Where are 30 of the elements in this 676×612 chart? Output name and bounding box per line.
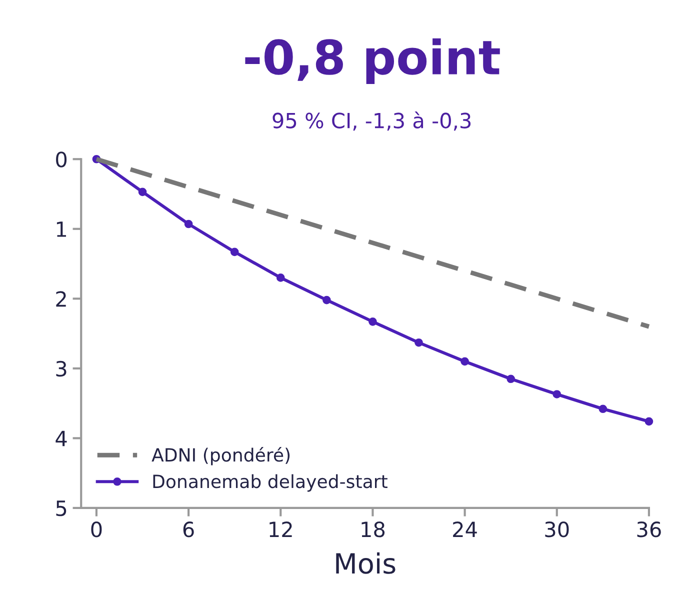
point — [276, 274, 285, 282]
y-tick-label: 5 — [56, 500, 66, 516]
legend-label: Donanemab delayed-start — [153, 474, 388, 492]
x-tick-label: 30 — [545, 522, 569, 538]
y-tick-label: 0 — [56, 152, 67, 168]
x-tick-label: 36 — [637, 522, 661, 538]
x-tick-label: 0 — [91, 522, 102, 538]
point — [230, 248, 239, 256]
point — [598, 404, 608, 414]
y-tick-label: 1 — [56, 222, 66, 237]
y-tick-label: 2 — [56, 291, 66, 307]
point — [460, 357, 469, 366]
point — [138, 188, 147, 196]
x-tick-label: 18 — [362, 522, 385, 538]
x-axis-title: Mois — [336, 552, 396, 574]
point — [414, 338, 423, 347]
y-tick-label: 3 — [56, 360, 66, 377]
x-tick-label: 12 — [270, 522, 292, 537]
point — [184, 220, 193, 228]
x-tick-label: 6 — [183, 522, 194, 538]
point — [552, 390, 562, 398]
legend-label: ADNI (pondéré) — [152, 447, 290, 466]
point — [644, 417, 654, 426]
y-tick-label: 4 — [56, 430, 67, 446]
chart-subtitle: 95 % CI, -1,3 à -0,3 — [272, 111, 471, 131]
point — [506, 374, 516, 384]
chart-title: -0,8 point — [245, 38, 500, 84]
point — [322, 296, 331, 304]
point — [368, 318, 377, 326]
x-tick-label: 24 — [453, 522, 477, 537]
